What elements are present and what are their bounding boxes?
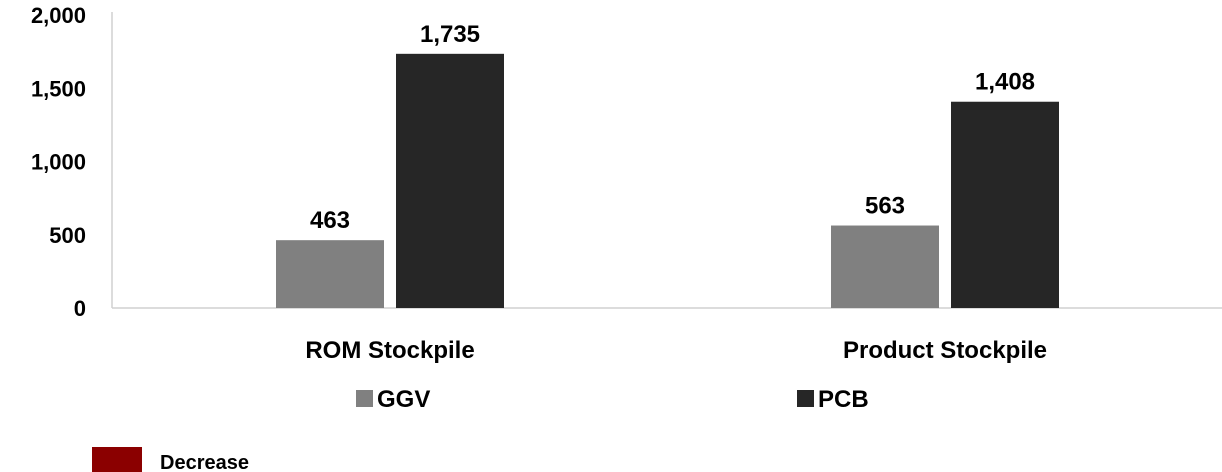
category-labels: ROM Stockpile Product Stockpile [305, 337, 1047, 364]
data-label: 463 [310, 207, 350, 234]
decrease-swatch [92, 447, 142, 472]
data-labels: 463 1,735 563 1,408 [310, 21, 1035, 234]
data-label: 1,735 [420, 21, 480, 48]
legend-label-ggv: GGV [377, 386, 430, 413]
bar-ggv [276, 240, 384, 308]
data-label: 563 [865, 193, 905, 220]
legend: GGV PCB [356, 386, 869, 413]
legend-swatch-ggv [356, 390, 373, 407]
legend-swatch-pcb [797, 390, 814, 407]
decrease-key: Decrease [92, 447, 249, 472]
category-label: Product Stockpile [843, 337, 1047, 364]
y-tick-label: 500 [49, 223, 86, 248]
y-tick-label: 2,000 [31, 3, 86, 28]
category-label: ROM Stockpile [305, 337, 474, 364]
bar-pcb [951, 101, 1059, 308]
y-tick-label: 0 [74, 296, 86, 321]
y-tick-label: 1,000 [31, 150, 86, 175]
data-label: 1,408 [975, 69, 1035, 96]
decrease-label: Decrease [160, 452, 249, 472]
legend-label-pcb: PCB [818, 386, 869, 413]
y-tick-labels: 0 500 1,000 1,500 2,000 [31, 3, 86, 321]
bar-pcb [396, 53, 504, 309]
bar-ggv [831, 225, 939, 308]
y-tick-label: 1,500 [31, 76, 86, 101]
bar-series [276, 53, 1059, 309]
